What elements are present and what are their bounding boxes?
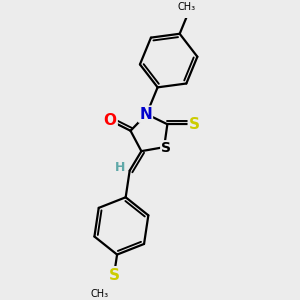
Text: H: H — [115, 161, 125, 174]
Text: N: N — [139, 106, 152, 122]
Text: CH₃: CH₃ — [90, 289, 108, 299]
Text: O: O — [104, 113, 117, 128]
Text: S: S — [189, 117, 200, 132]
Text: CH₃: CH₃ — [178, 2, 196, 12]
Text: S: S — [109, 268, 119, 283]
Text: S: S — [161, 141, 171, 155]
